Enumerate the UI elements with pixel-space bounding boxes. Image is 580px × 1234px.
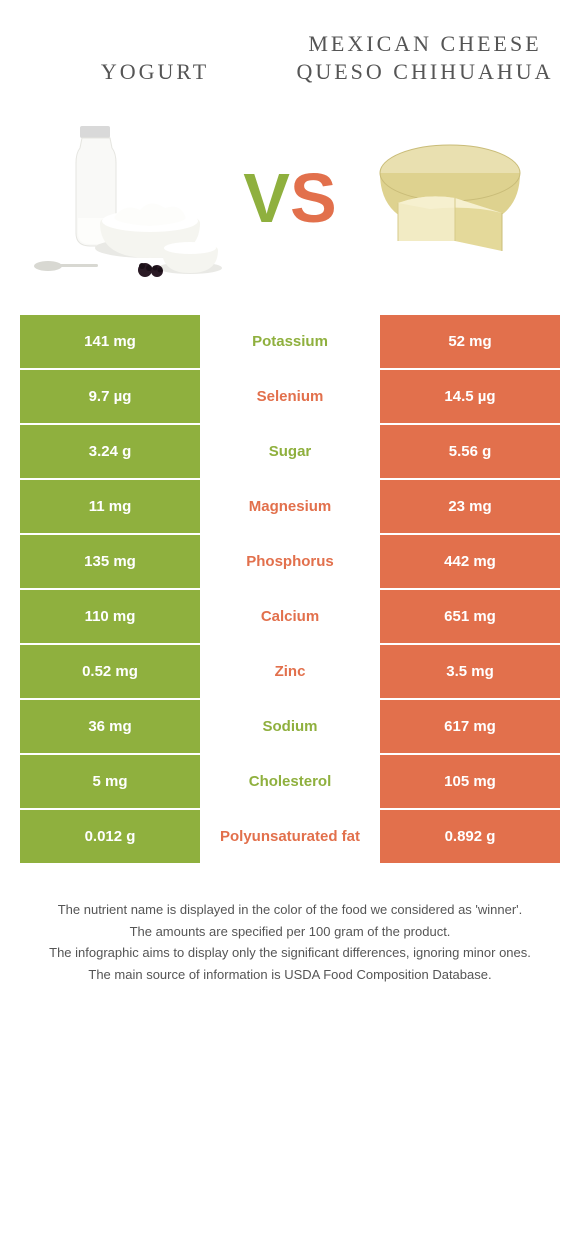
nutrient-row: 141 mgPotassium52 mg <box>20 315 560 368</box>
value-right: 5.56 g <box>380 425 560 478</box>
nutrient-label: Polyunsaturated fat <box>200 810 380 863</box>
footnote-line: The amounts are specified per 100 gram o… <box>30 922 550 942</box>
value-right: 617 mg <box>380 700 560 753</box>
food-a-image <box>20 105 240 290</box>
vs-label: VS <box>240 158 340 238</box>
nutrient-label: Cholesterol <box>200 755 380 808</box>
nutrient-row: 5 mgCholesterol105 mg <box>20 755 560 808</box>
value-left: 11 mg <box>20 480 200 533</box>
nutrient-label: Sodium <box>200 700 380 753</box>
food-a-title: YOGURT <box>20 58 290 86</box>
nutrient-label: Magnesium <box>200 480 380 533</box>
nutrient-row: 36 mgSodium617 mg <box>20 700 560 753</box>
nutrient-row: 3.24 gSugar5.56 g <box>20 425 560 478</box>
food-b-image <box>340 105 560 290</box>
nutrient-table: 141 mgPotassium52 mg9.7 µgSelenium14.5 µ… <box>0 315 580 863</box>
nutrient-label: Potassium <box>200 315 380 368</box>
value-left: 3.24 g <box>20 425 200 478</box>
value-right: 442 mg <box>380 535 560 588</box>
nutrient-label: Phosphorus <box>200 535 380 588</box>
food-b-title: MEXICAN CHEESE QUESO CHIHUAHUA <box>290 30 560 85</box>
footnote-line: The infographic aims to display only the… <box>30 943 550 963</box>
nutrient-row: 9.7 µgSelenium14.5 µg <box>20 370 560 423</box>
footnote-line: The nutrient name is displayed in the co… <box>30 900 550 920</box>
images-row: VS <box>0 95 580 315</box>
nutrient-row: 110 mgCalcium651 mg <box>20 590 560 643</box>
nutrient-row: 11 mgMagnesium23 mg <box>20 480 560 533</box>
nutrient-label: Calcium <box>200 590 380 643</box>
nutrient-row: 135 mgPhosphorus442 mg <box>20 535 560 588</box>
nutrient-row: 0.012 gPolyunsaturated fat0.892 g <box>20 810 560 863</box>
value-right: 3.5 mg <box>380 645 560 698</box>
nutrient-label: Sugar <box>200 425 380 478</box>
value-right: 105 mg <box>380 755 560 808</box>
value-left: 5 mg <box>20 755 200 808</box>
value-right: 23 mg <box>380 480 560 533</box>
value-left: 110 mg <box>20 590 200 643</box>
value-left: 36 mg <box>20 700 200 753</box>
nutrient-row: 0.52 mgZinc3.5 mg <box>20 645 560 698</box>
footnotes: The nutrient name is displayed in the co… <box>0 865 580 984</box>
footnote-line: The main source of information is USDA F… <box>30 965 550 985</box>
vs-v: V <box>243 159 290 237</box>
value-left: 141 mg <box>20 315 200 368</box>
value-left: 0.52 mg <box>20 645 200 698</box>
value-right: 14.5 µg <box>380 370 560 423</box>
value-left: 135 mg <box>20 535 200 588</box>
vs-s: S <box>290 159 337 237</box>
value-right: 651 mg <box>380 590 560 643</box>
value-left: 9.7 µg <box>20 370 200 423</box>
nutrient-label: Zinc <box>200 645 380 698</box>
value-left: 0.012 g <box>20 810 200 863</box>
value-right: 52 mg <box>380 315 560 368</box>
nutrient-label: Selenium <box>200 370 380 423</box>
value-right: 0.892 g <box>380 810 560 863</box>
